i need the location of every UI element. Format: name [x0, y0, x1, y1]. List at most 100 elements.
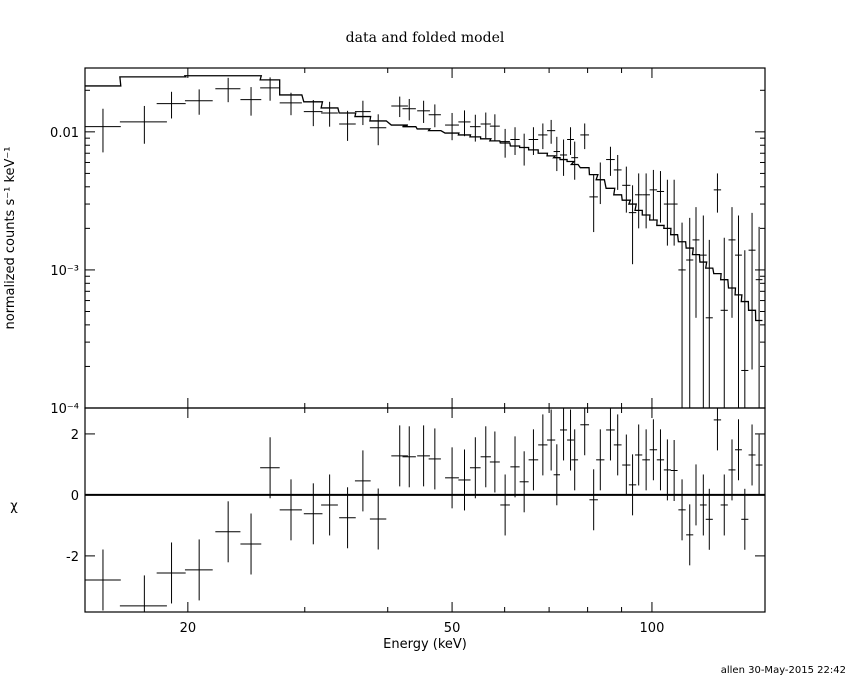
residual-point [339, 487, 356, 549]
residual-point [699, 474, 707, 536]
residual-point [369, 488, 387, 550]
data-point [589, 174, 598, 233]
residual-point [613, 414, 622, 476]
data-point [402, 98, 416, 121]
data-point [391, 96, 408, 118]
residual-point [260, 437, 280, 499]
residual-point [571, 429, 579, 491]
residual-point [720, 474, 728, 536]
residual-point [553, 444, 561, 506]
spectrum-plot [85, 75, 763, 408]
residual-point [755, 434, 763, 496]
residual-point [656, 429, 665, 491]
residual-point [156, 542, 186, 604]
data-point [553, 136, 561, 172]
data-point [571, 141, 579, 180]
data-point [458, 110, 471, 137]
residual-point [735, 419, 742, 481]
residual-point [279, 479, 302, 541]
data-point [215, 77, 241, 103]
data-point [678, 222, 686, 408]
residual-point [538, 414, 548, 476]
residual-point [635, 424, 643, 486]
residual-point [596, 429, 605, 491]
data-point [628, 185, 637, 265]
residual-point [560, 408, 568, 461]
data-point [670, 179, 678, 246]
data-point [748, 212, 756, 370]
data-point [649, 169, 658, 220]
data-point [489, 114, 500, 141]
x-tick-label: 20 [180, 621, 197, 636]
residual-point [85, 549, 121, 611]
chart-title: data and folded model [346, 30, 505, 46]
data-point [560, 139, 568, 176]
data-point [428, 104, 441, 128]
data-point [713, 173, 722, 213]
residual-point [469, 437, 481, 499]
data-point [547, 119, 556, 144]
data-point [417, 100, 430, 123]
x-tick-label: 100 [640, 621, 665, 636]
data-point [184, 89, 213, 115]
data-point [469, 114, 481, 142]
residual-point [678, 479, 686, 541]
residual-point [580, 408, 590, 456]
data-point [445, 112, 459, 141]
data-point [656, 171, 665, 223]
data-point [642, 173, 650, 229]
data-point [156, 91, 186, 119]
data-point [692, 207, 700, 318]
residual-point [705, 488, 713, 550]
data-point [606, 146, 615, 176]
residual-point [500, 474, 510, 536]
residual-point [547, 409, 556, 471]
y-axis-label: normalized counts s⁻¹ keV⁻¹ [3, 147, 18, 330]
data-point [567, 127, 574, 155]
data-point [663, 179, 671, 246]
y-tick-label: 2 [71, 428, 79, 443]
data-point [279, 92, 302, 116]
data-point [480, 112, 491, 139]
residual-point [628, 454, 637, 516]
y-tick-label: 10⁻³ [50, 264, 79, 279]
data-point [85, 108, 121, 153]
data-point [720, 237, 728, 408]
data-point [119, 105, 167, 144]
residual-point [692, 464, 700, 526]
model-line [85, 75, 763, 322]
residual-point [622, 434, 631, 496]
data-point [755, 226, 763, 408]
data-point [686, 217, 694, 408]
residual-point [670, 440, 678, 502]
data-point [538, 123, 548, 150]
residual-point [391, 425, 408, 487]
residual-point [606, 408, 615, 461]
data-point [735, 215, 742, 408]
data-point [580, 123, 590, 150]
data-point [613, 154, 622, 190]
residual-point [489, 431, 500, 493]
data-point [635, 173, 643, 229]
residual-point [119, 575, 167, 612]
data-point [510, 127, 520, 155]
residual-axis-label: χ [10, 499, 18, 514]
residual-point [402, 426, 416, 488]
residual-point [480, 426, 491, 488]
footer: allen 30-May-2015 22:42 [721, 665, 846, 676]
bottom-frame [84, 407, 766, 613]
data-point [622, 166, 631, 213]
data-point [339, 110, 356, 141]
residual-point [354, 450, 371, 512]
data-point [260, 77, 280, 101]
residual-point [321, 474, 338, 536]
y-tick-label: 10⁻⁴ [50, 402, 79, 417]
data-point [354, 100, 371, 126]
data-point [240, 87, 262, 116]
residual-point [458, 449, 471, 511]
residual-point [713, 408, 722, 451]
data-point [596, 162, 605, 205]
residual-point [728, 439, 736, 501]
residual-point [215, 501, 241, 563]
